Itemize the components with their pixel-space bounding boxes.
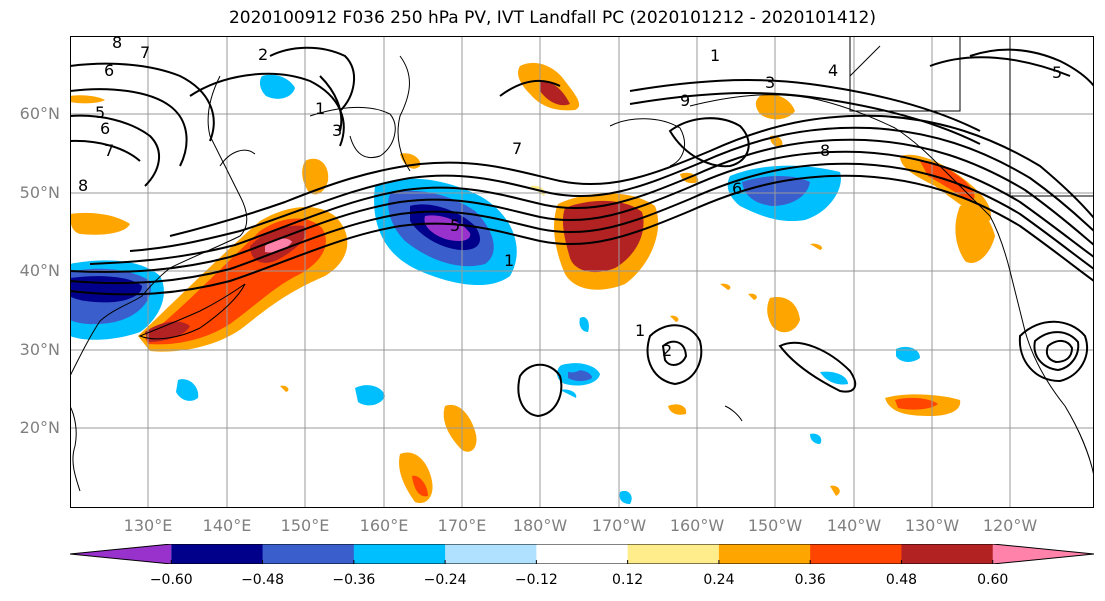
colorbar-segment [536,544,629,564]
colorbar-tick-label: −0.12 [514,572,558,588]
gridlines [70,36,1094,508]
colorbar-segment [353,544,446,564]
lon-label: 160°E [359,516,409,535]
colorbar-segment [992,544,1094,564]
contour-label: 5 [95,103,105,122]
contour-label: 7 [104,141,114,160]
lat-label: 30°N [19,340,60,359]
contour-label: 6 [100,119,110,138]
contour-label: 1 [635,321,645,340]
contour-label: 2 [258,45,268,64]
contour-label: 1 [315,99,325,118]
map-frame [70,36,1094,508]
colorbar-segment [445,544,537,564]
contour-label: 5 [1052,63,1062,82]
lon-label: 150°E [280,516,330,535]
lon-label: 170°W [591,516,647,535]
lon-label: 140°W [826,516,882,535]
lon-label: 180°W [512,516,568,535]
lat-label: 60°N [19,104,60,123]
colorbar-tick-label: 0.12 [612,572,644,588]
contour-label: 8 [820,141,830,160]
lat-label: 50°N [19,183,60,202]
colorbar-segment [901,544,994,564]
colorbar [70,544,1094,564]
lat-label: 40°N [19,261,60,280]
contour-label: 7 [140,43,150,62]
contour-label: 3 [765,73,775,92]
lon-label: 130°E [123,516,173,535]
map-panel: 8 7 6 5 2 1 3 4 5 6 7 8 1 2 1 9 6 5 7 8 … [70,36,1094,508]
contour-label: 4 [828,61,838,80]
colorbar-tick-label: −0.60 [149,572,193,588]
contour-label: 1 [504,251,514,270]
map-title: 2020100912 F036 250 hPa PV, IVT Landfall… [228,8,876,28]
contour-label: 7 [512,139,522,158]
lat-label: 20°N [19,418,60,437]
colorbar-segment [262,544,355,564]
colorbar-segment [718,544,811,564]
contour-label: 8 [78,176,88,195]
contour-label: 1 [710,46,720,65]
colorbar-tick-label: −0.36 [332,572,376,588]
lon-label: 130°W [904,516,960,535]
lon-label: 170°E [437,516,487,535]
colorbar-segment [627,544,720,564]
lon-label: 120°W [982,516,1038,535]
colorbar-tick-label: −0.24 [423,572,467,588]
contour-label: 8 [112,36,122,52]
colorbar-tick-label: 0.36 [794,572,826,588]
colorbar-segment [70,544,172,564]
colorbar-segment [171,544,264,564]
colorbar-tick-label: 0.60 [977,572,1009,588]
colorbar-tick-label: −0.48 [241,572,284,588]
lon-label: 140°E [202,516,252,535]
colorbar-segment [810,544,902,564]
contour-labels: 8 7 6 5 2 1 3 4 5 6 7 8 1 2 1 9 6 5 7 8 … [78,36,1062,360]
colorbar-tick-label: 0.48 [885,572,918,588]
pv-contours [70,46,1094,418]
lon-label: 150°W [747,516,803,535]
contour-label: 9 [680,91,690,110]
contour-label: 3 [332,121,342,140]
contour-label: 6 [104,61,114,80]
lon-label: 160°W [669,516,725,535]
contour-label: 6 [732,179,742,198]
contour-label: 5 [450,216,460,235]
contour-label: 2 [662,341,672,360]
colorbar-tick-label: 0.24 [703,572,735,588]
